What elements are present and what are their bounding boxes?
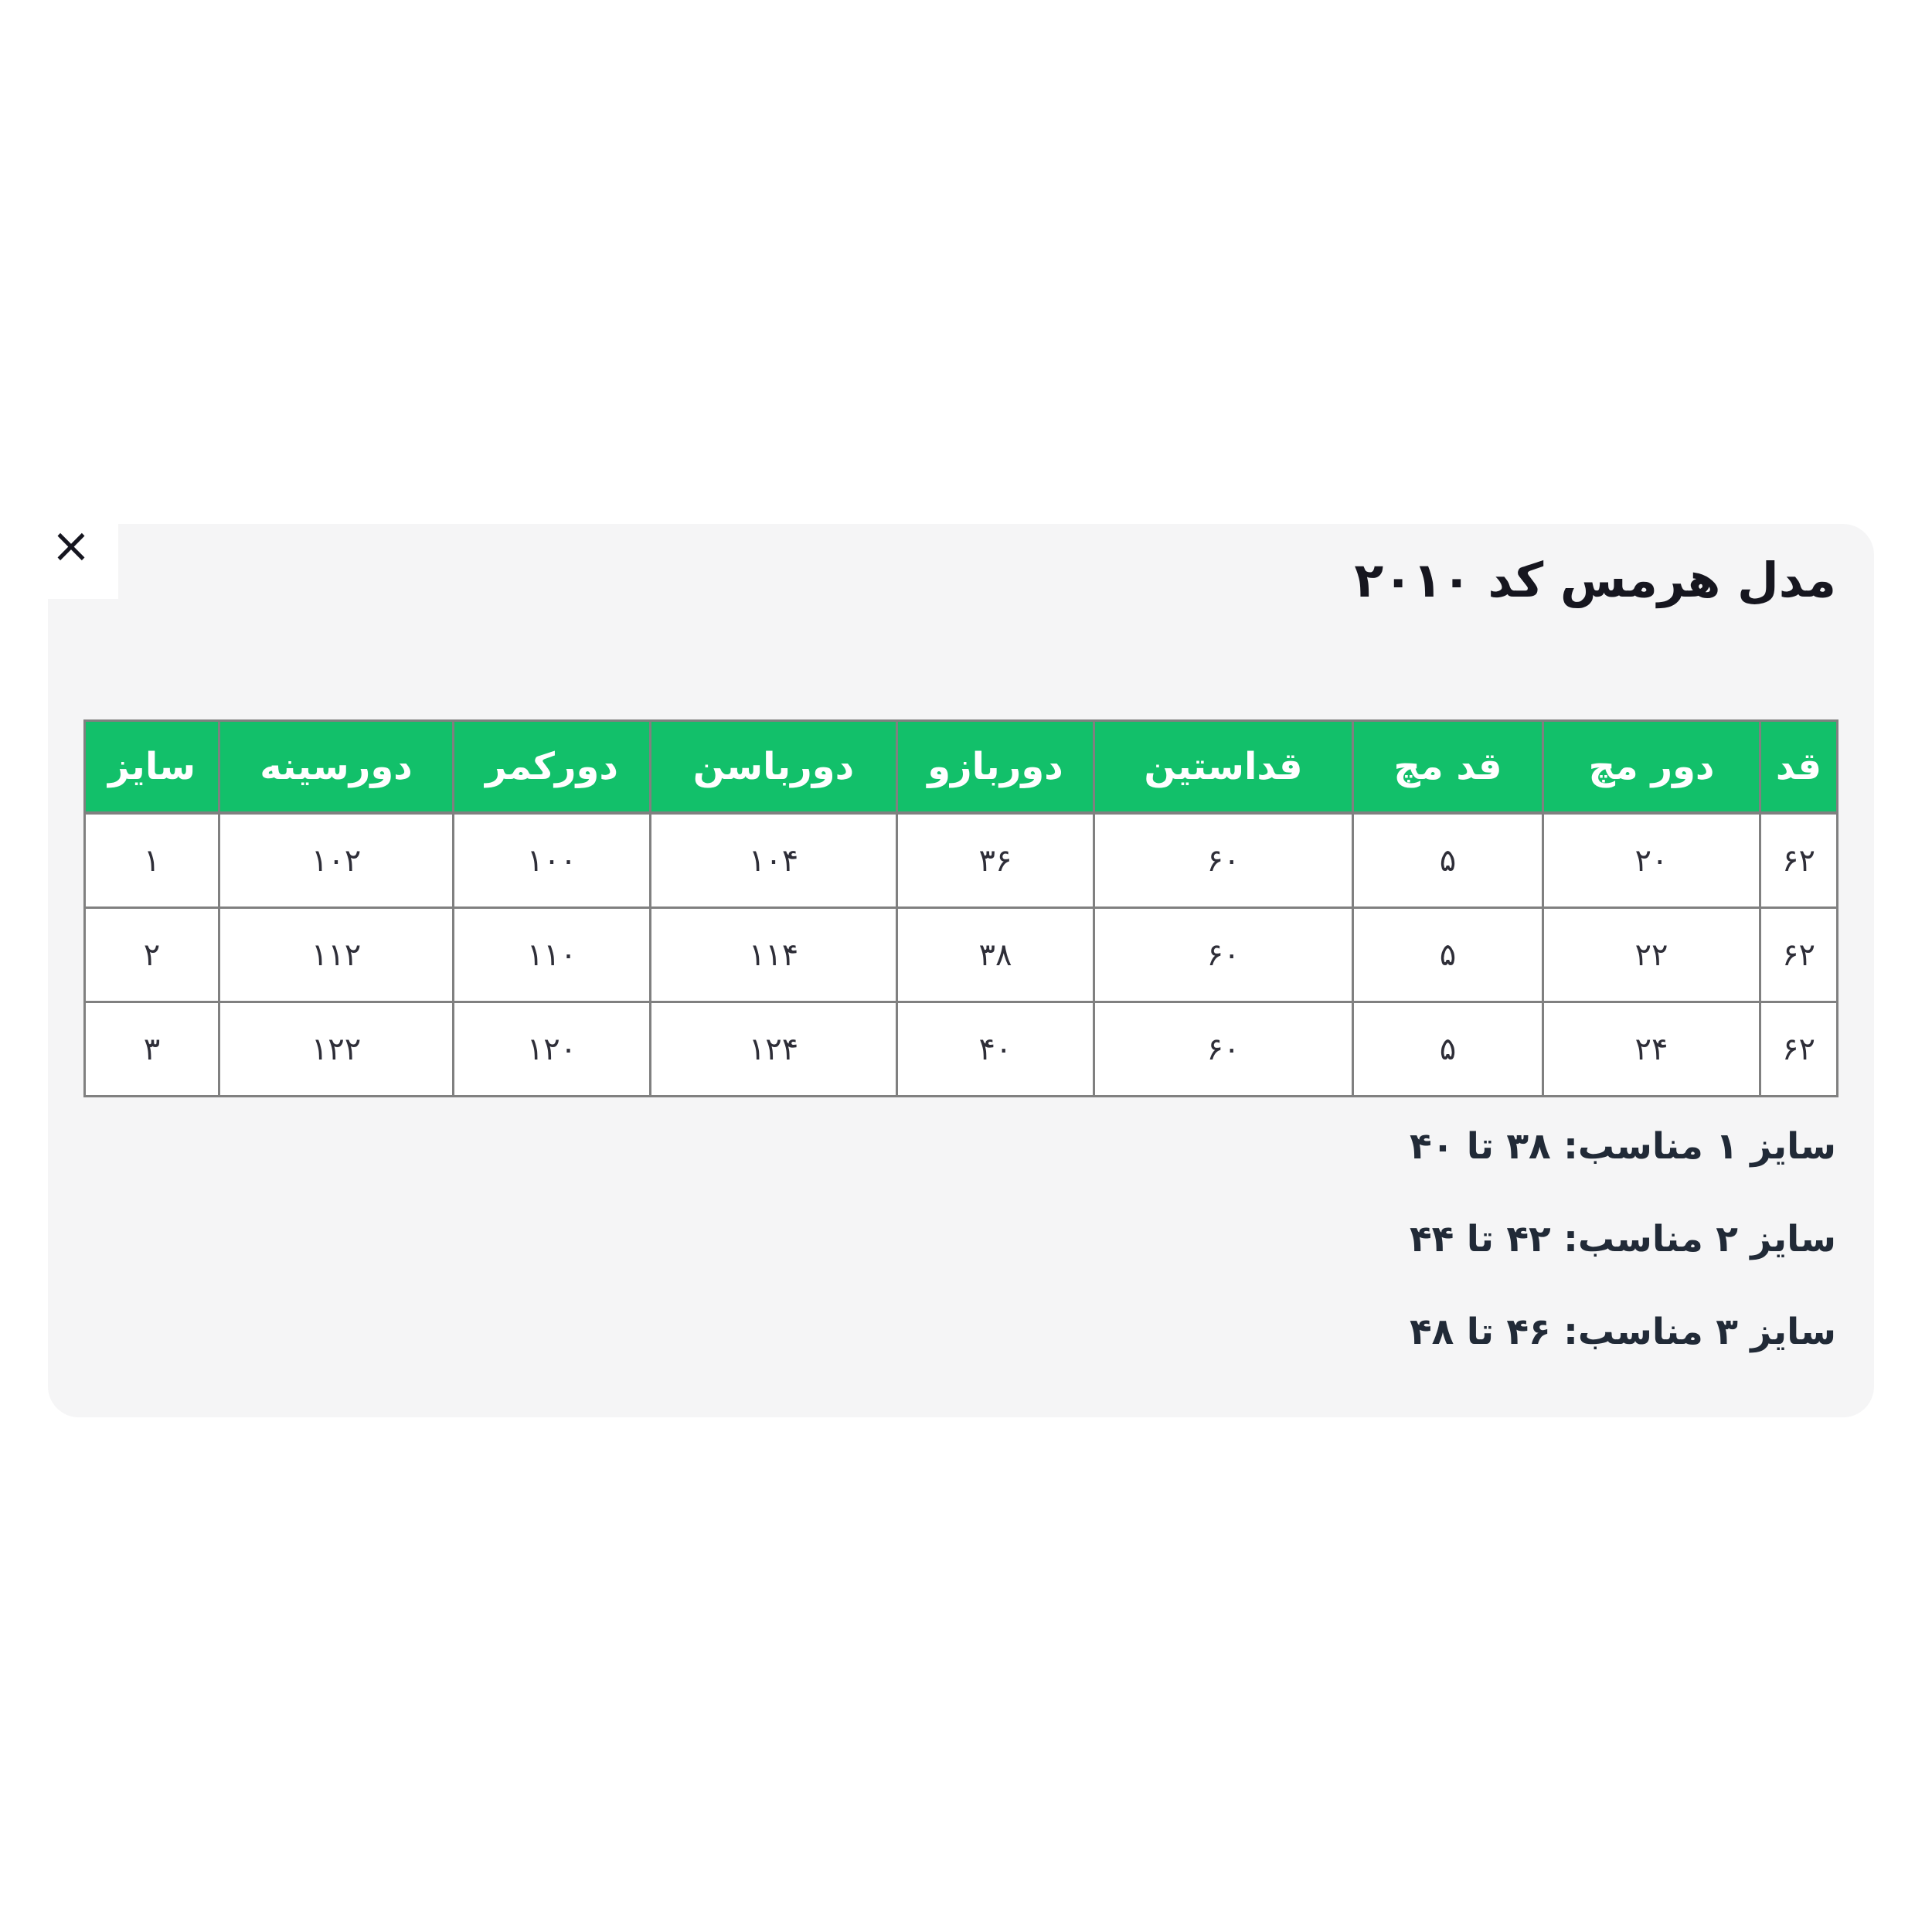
table-cell: ۱۲۰ bbox=[452, 1001, 651, 1097]
table-cell: ۵ bbox=[1352, 906, 1544, 1003]
table-row: ۶۲ ۲۲ ۵ ۶۰ ۳۸ ۱۱۴ ۱۱۰ ۱۱۲ ۲ bbox=[83, 906, 1838, 1003]
table-cell: ۱۰۴ bbox=[649, 811, 898, 909]
table-cell: ۶۰ bbox=[1093, 1001, 1354, 1097]
table-cell: ۱۲۲ bbox=[218, 1001, 454, 1097]
column-header-dor-moch: دور مچ bbox=[1542, 719, 1761, 815]
table-row: ۶۲ ۲۴ ۵ ۶۰ ۴۰ ۱۲۴ ۱۲۰ ۱۲۲ ۳ bbox=[83, 1001, 1838, 1097]
table-row: ۶۲ ۲۰ ۵ ۶۰ ۳۶ ۱۰۴ ۱۰۰ ۱۰۲ ۱ bbox=[83, 811, 1838, 909]
table-cell: ۲ bbox=[83, 906, 220, 1003]
column-header-ghad-moch: قد مچ bbox=[1352, 719, 1544, 815]
column-header-ghad: قد bbox=[1759, 719, 1838, 815]
table-cell: ۴۰ bbox=[896, 1001, 1095, 1097]
table-cell: ۶۲ bbox=[1759, 811, 1838, 909]
table-cell: ۱ bbox=[83, 811, 220, 909]
table-cell: ۳۶ bbox=[896, 811, 1095, 909]
table-cell: ۳ bbox=[83, 1001, 220, 1097]
size-note-1: سایز ۱ مناسب: ۳۸ تا ۴۰ bbox=[1409, 1125, 1836, 1168]
size-note-2: سایز ۲ مناسب: ۴۲ تا ۴۴ bbox=[1409, 1218, 1836, 1260]
size-note-3: سایز ۳ مناسب: ۴۶ تا ۴۸ bbox=[1409, 1311, 1836, 1353]
size-chart-table: قد دور مچ قد مچ قداستین دوربازو دورباسن … bbox=[83, 719, 1838, 1097]
close-icon: × bbox=[51, 517, 91, 573]
page-title: مدل هرمس کد ۲۰۱۰ bbox=[1354, 552, 1836, 608]
table-cell: ۱۰۲ bbox=[218, 811, 454, 909]
table-cell: ۱۰۰ bbox=[452, 811, 651, 909]
column-header-size: سایز bbox=[83, 719, 220, 815]
table-cell: ۶۰ bbox=[1093, 906, 1354, 1003]
header-row: قد دور مچ قد مچ قداستین دوربازو دورباسن … bbox=[83, 719, 1838, 815]
table-cell: ۲۲ bbox=[1542, 906, 1761, 1003]
table-cell: ۶۰ bbox=[1093, 811, 1354, 909]
column-header-dor-bazoo: دوربازو bbox=[896, 719, 1095, 815]
table-cell: ۵ bbox=[1352, 1001, 1544, 1097]
table-cell: ۲۰ bbox=[1542, 811, 1761, 909]
column-header-dor-kamar: دورکمر bbox=[452, 719, 651, 815]
close-button[interactable]: × bbox=[48, 519, 118, 599]
table-cell: ۵ bbox=[1352, 811, 1544, 909]
table-cell: ۶۲ bbox=[1759, 906, 1838, 1003]
table-cell: ۱۱۲ bbox=[218, 906, 454, 1003]
column-header-dor-sine: دورسینه bbox=[218, 719, 454, 815]
table-cell: ۱۲۴ bbox=[649, 1001, 898, 1097]
table-cell: ۱۱۴ bbox=[649, 906, 898, 1003]
table-cell: ۲۴ bbox=[1542, 1001, 1761, 1097]
table-cell: ۳۸ bbox=[896, 906, 1095, 1003]
column-header-ghad-astin: قداستین bbox=[1093, 719, 1354, 815]
table-cell: ۱۱۰ bbox=[452, 906, 651, 1003]
column-header-dor-basan: دورباسن bbox=[649, 719, 898, 815]
table-cell: ۶۲ bbox=[1759, 1001, 1838, 1097]
size-notes: سایز ۱ مناسب: ۳۸ تا ۴۰ سایز ۲ مناسب: ۴۲ … bbox=[1410, 1122, 1836, 1400]
